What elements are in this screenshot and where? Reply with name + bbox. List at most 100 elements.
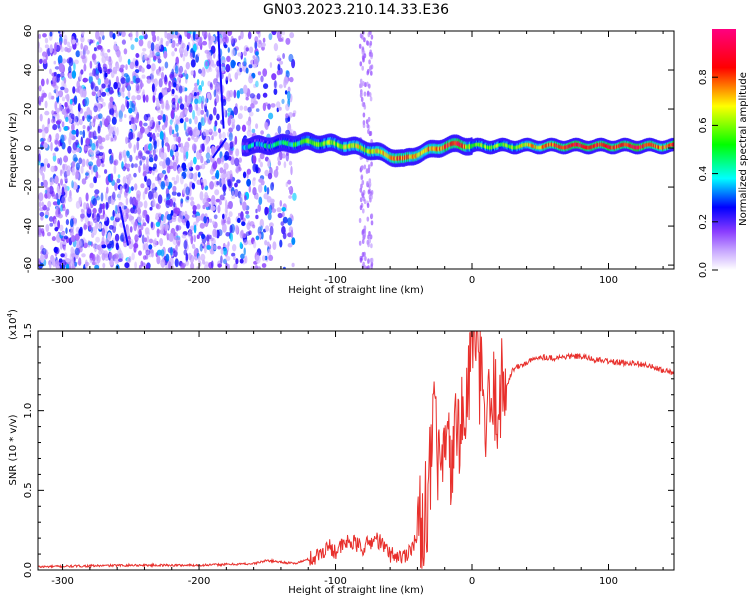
figure-title: GN03.2023.210.14.33.E36 (263, 2, 449, 18)
heatmap-cell (69, 98, 73, 105)
heatmap-cell (221, 155, 225, 163)
heatmap-cell (118, 153, 122, 161)
heatmap-cell (133, 123, 136, 132)
heatmap-cell (94, 145, 98, 153)
heatmap-cell (74, 261, 77, 267)
heatmap-cell (205, 61, 208, 67)
heatmap-cell (40, 167, 44, 176)
colorbar-tick-label: 0.0 (698, 262, 709, 278)
heatmap-cell (101, 236, 105, 246)
heatmap-cell (276, 101, 281, 108)
heatmap-cell (279, 239, 283, 248)
heatmap-cell (248, 75, 254, 84)
heatmap-cell (51, 118, 56, 124)
heatmap-cell (58, 258, 63, 263)
heatmap-cell (165, 253, 170, 262)
heatmap-cell (38, 85, 42, 92)
heatmap-cell (362, 196, 366, 202)
heatmap-cell (198, 149, 203, 154)
heatmap-cell (60, 231, 65, 236)
heatmap-cell (197, 52, 200, 57)
heatmap-cell (228, 132, 233, 142)
heatmap-cell (169, 126, 173, 136)
heatmap-cell (147, 40, 152, 49)
heatmap-cell (142, 48, 147, 52)
heatmap-cell (215, 94, 220, 104)
heatmap-cell (183, 148, 187, 154)
heatmap-cell (64, 87, 69, 94)
heatmap-cell (65, 219, 69, 226)
heatmap-cell (41, 247, 47, 256)
heatmap-cell (114, 135, 117, 141)
heatmap-cell (238, 157, 242, 163)
heatmap-cell (78, 257, 82, 266)
heatmap-cell (277, 125, 282, 135)
heatmap-cell (43, 142, 48, 149)
heatmap-cell (230, 59, 236, 69)
heatmap-cell (122, 92, 125, 99)
heatmap-cell (370, 194, 373, 200)
heatmap-cell (277, 55, 281, 60)
heatmap-cell (62, 58, 67, 64)
heatmap-cell (50, 254, 55, 263)
heatmap-cell (135, 77, 141, 84)
snr-x-tick-label: -100 (324, 576, 347, 587)
heatmap-cell (188, 118, 192, 125)
heatmap-cell (181, 42, 186, 49)
heatmap-cell (87, 126, 90, 132)
heatmap-cell (136, 137, 140, 142)
heatmap-cell (206, 197, 209, 204)
heatmap-cell (81, 31, 85, 36)
heatmap-cell (175, 136, 179, 142)
heatmap-cell (279, 200, 283, 207)
heatmap-cell (82, 115, 85, 122)
heatmap-cell (179, 118, 184, 124)
heatmap-cell (156, 229, 161, 234)
heatmap-cell (57, 213, 63, 219)
heatmap-cell (219, 194, 225, 201)
heatmap-cell (148, 244, 153, 250)
heatmap-cell (98, 36, 102, 45)
heatmap-cell (160, 98, 164, 104)
heatmap-cell (44, 253, 48, 260)
heatmap-cell (128, 176, 133, 181)
heatmap-cell (60, 134, 65, 144)
heatmap-cell (287, 242, 293, 248)
heatmap-cell (97, 125, 101, 134)
heatmap-cell (359, 61, 363, 67)
heatmap-cell (134, 261, 137, 269)
heatmap-cell (243, 247, 246, 256)
heatmap-cell (194, 247, 197, 256)
heatmap-cell (142, 222, 147, 227)
heatmap-cell (234, 157, 240, 167)
heatmap-cell (278, 84, 283, 89)
heatmap-cell (233, 106, 238, 116)
heatmap-cell (108, 68, 113, 73)
heatmap-cell (112, 191, 116, 200)
heatmap-cell (288, 186, 292, 191)
heatmap-cell (209, 82, 213, 88)
heatmap-cell (158, 78, 163, 88)
heatmap-cell (113, 164, 117, 175)
heatmap-cell (282, 216, 288, 224)
heatmap-cell (159, 161, 164, 167)
heatmap-cell (152, 199, 156, 208)
heatmap-cell (52, 76, 57, 84)
heatmap-cell (241, 221, 246, 227)
colorbar-ticks: 0.0 0.2 0.4 0.6 0.8 (698, 69, 718, 278)
heatmap-cell (175, 174, 180, 184)
heatmap-cell (225, 208, 228, 217)
heatmap-cell (90, 81, 95, 89)
heatmap-cell (178, 68, 183, 76)
heatmap-cell (84, 96, 90, 107)
heatmap-cell (231, 48, 236, 57)
heatmap-cell (197, 203, 200, 208)
heatmap-cell (252, 63, 257, 69)
heatmap-cell (249, 221, 255, 227)
heatmap-cell (134, 199, 139, 206)
heatmap-cell (83, 63, 87, 72)
heatmap-cell (179, 103, 185, 110)
heatmap-streak (118, 206, 130, 246)
heatmap-cell (44, 100, 48, 109)
heatmap-cell (203, 216, 207, 224)
